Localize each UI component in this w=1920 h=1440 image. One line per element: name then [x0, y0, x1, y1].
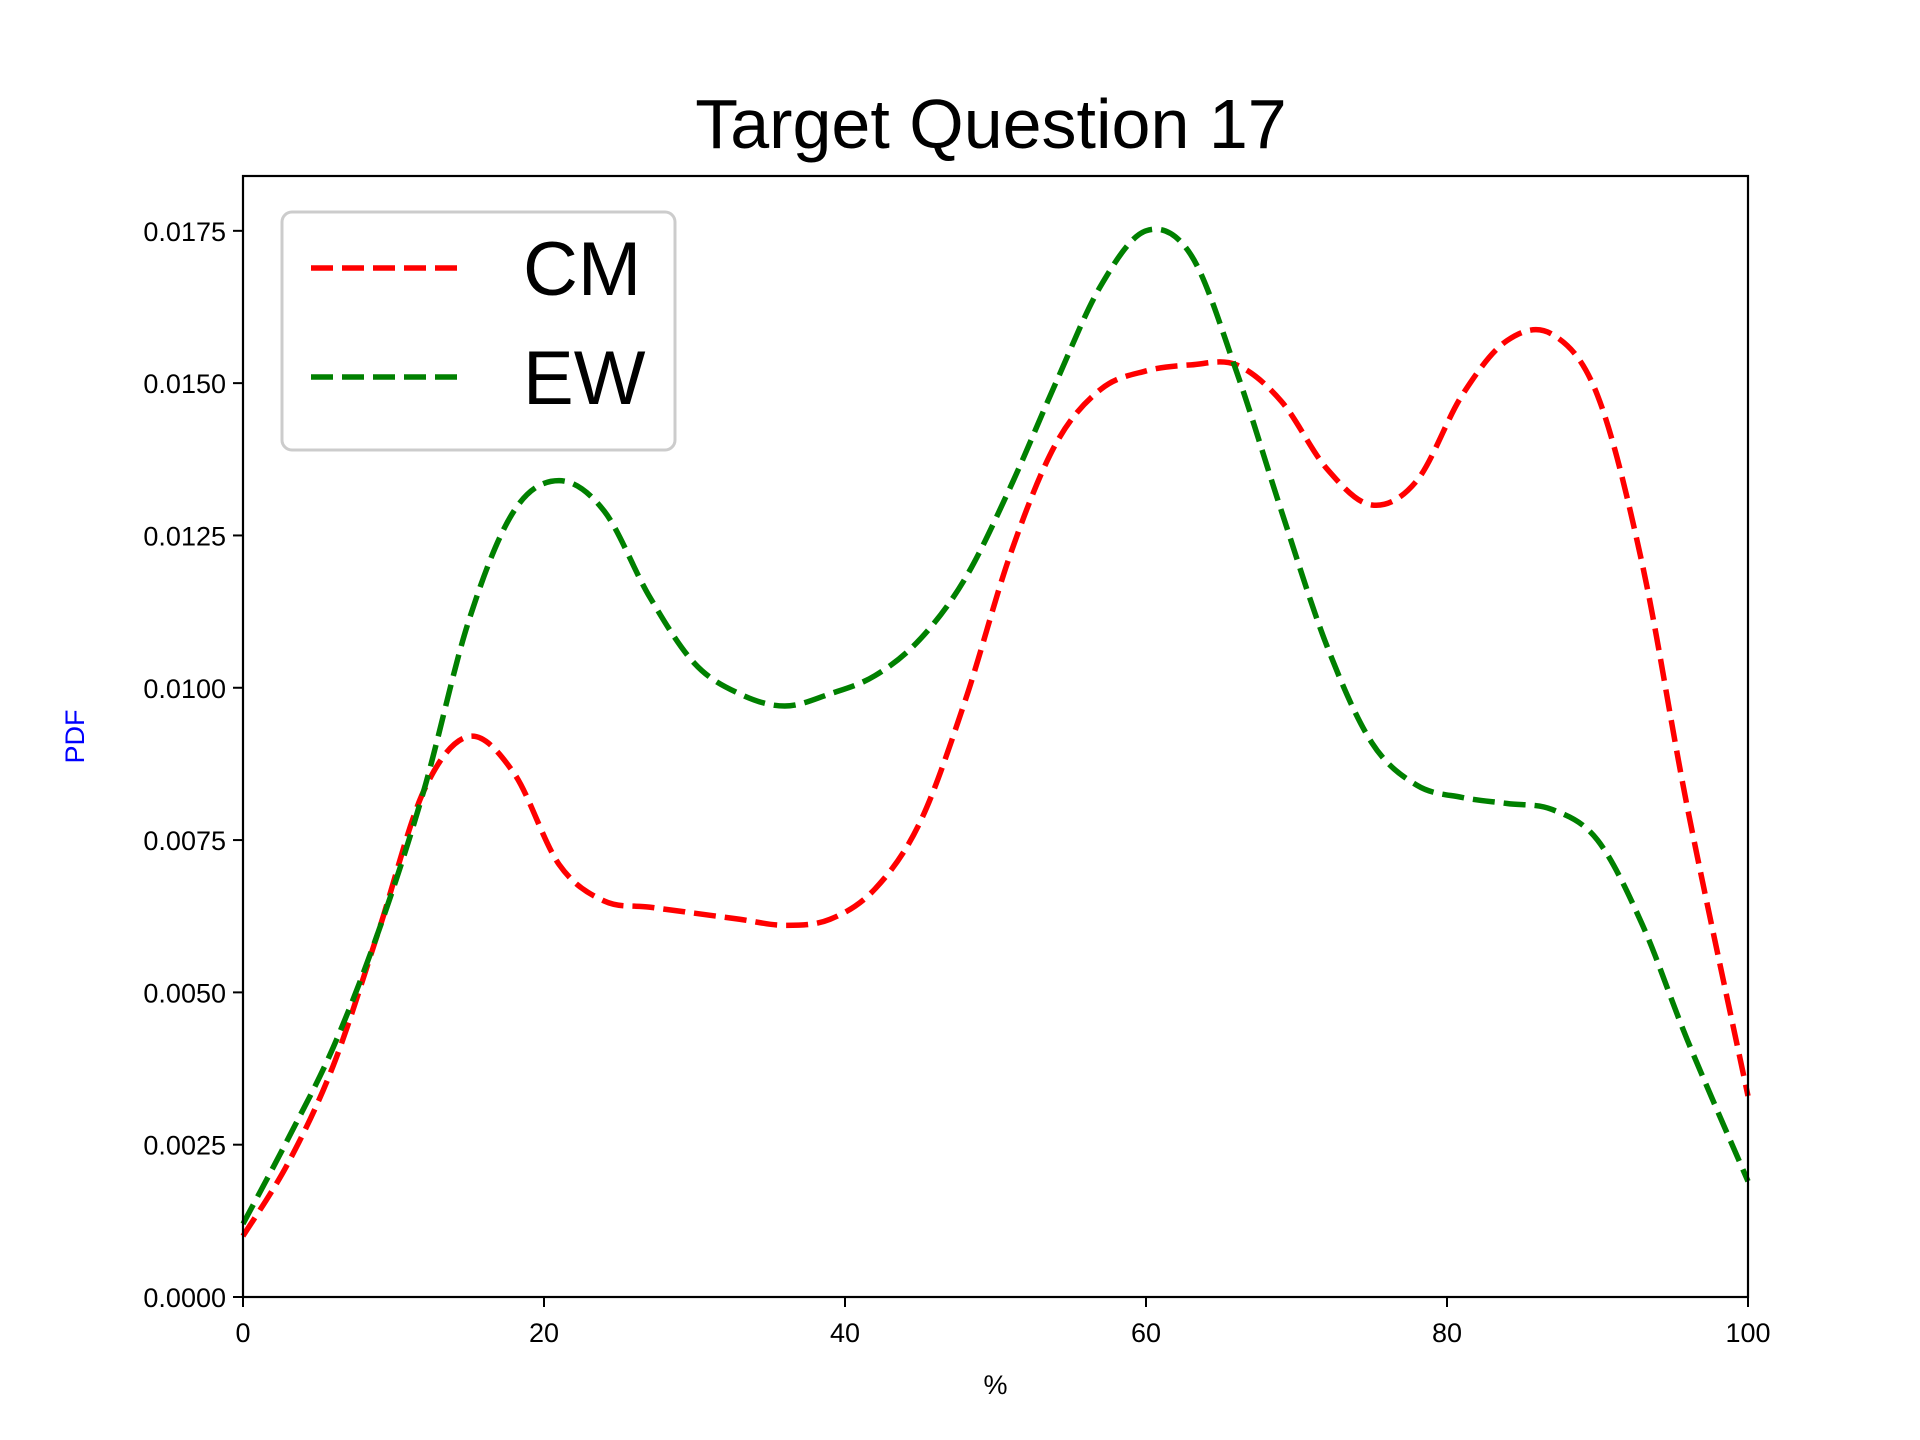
y-axis: 0.0000 0.0025 0.0050 0.0075 0.0100 0.0125 0.01… [143, 217, 243, 1313]
y-tick-label: 0.0050 [143, 978, 226, 1008]
y-tick-label: 0.0000 [143, 1283, 226, 1313]
legend-label-cm: CM [523, 227, 641, 312]
y-tick-label: 0.0075 [143, 826, 226, 856]
legend: CM EW [280, 210, 677, 452]
x-tick-label: 60 [1131, 1318, 1161, 1348]
x-tick-label: 0 [235, 1318, 250, 1348]
chart-title: Target Question 17 [695, 85, 1286, 163]
y-tick-label: 0.0025 [143, 1131, 226, 1161]
x-tick-label: 20 [529, 1318, 559, 1348]
y-tick-label: 0.0100 [143, 674, 226, 704]
x-axis-label: % [983, 1370, 1007, 1400]
series-line-ew [240, 226, 1751, 1226]
y-tick-label: 0.0150 [143, 369, 226, 399]
x-tick-label: 80 [1432, 1318, 1462, 1348]
x-tick-label: 100 [1725, 1318, 1770, 1348]
series-line-cm [240, 326, 1751, 1238]
plot-frame [241, 174, 1750, 1299]
y-tick-label: 0.0175 [143, 217, 226, 247]
y-axis-label: PDF [60, 710, 90, 764]
series-layer [240, 226, 1751, 1238]
x-tick-label: 40 [830, 1318, 860, 1348]
legend-box [280, 210, 677, 452]
legend-label-ew: EW [523, 336, 646, 421]
y-tick-label: 0.0125 [143, 521, 226, 551]
x-axis: 0 20 40 60 80 100 [235, 1297, 1771, 1348]
